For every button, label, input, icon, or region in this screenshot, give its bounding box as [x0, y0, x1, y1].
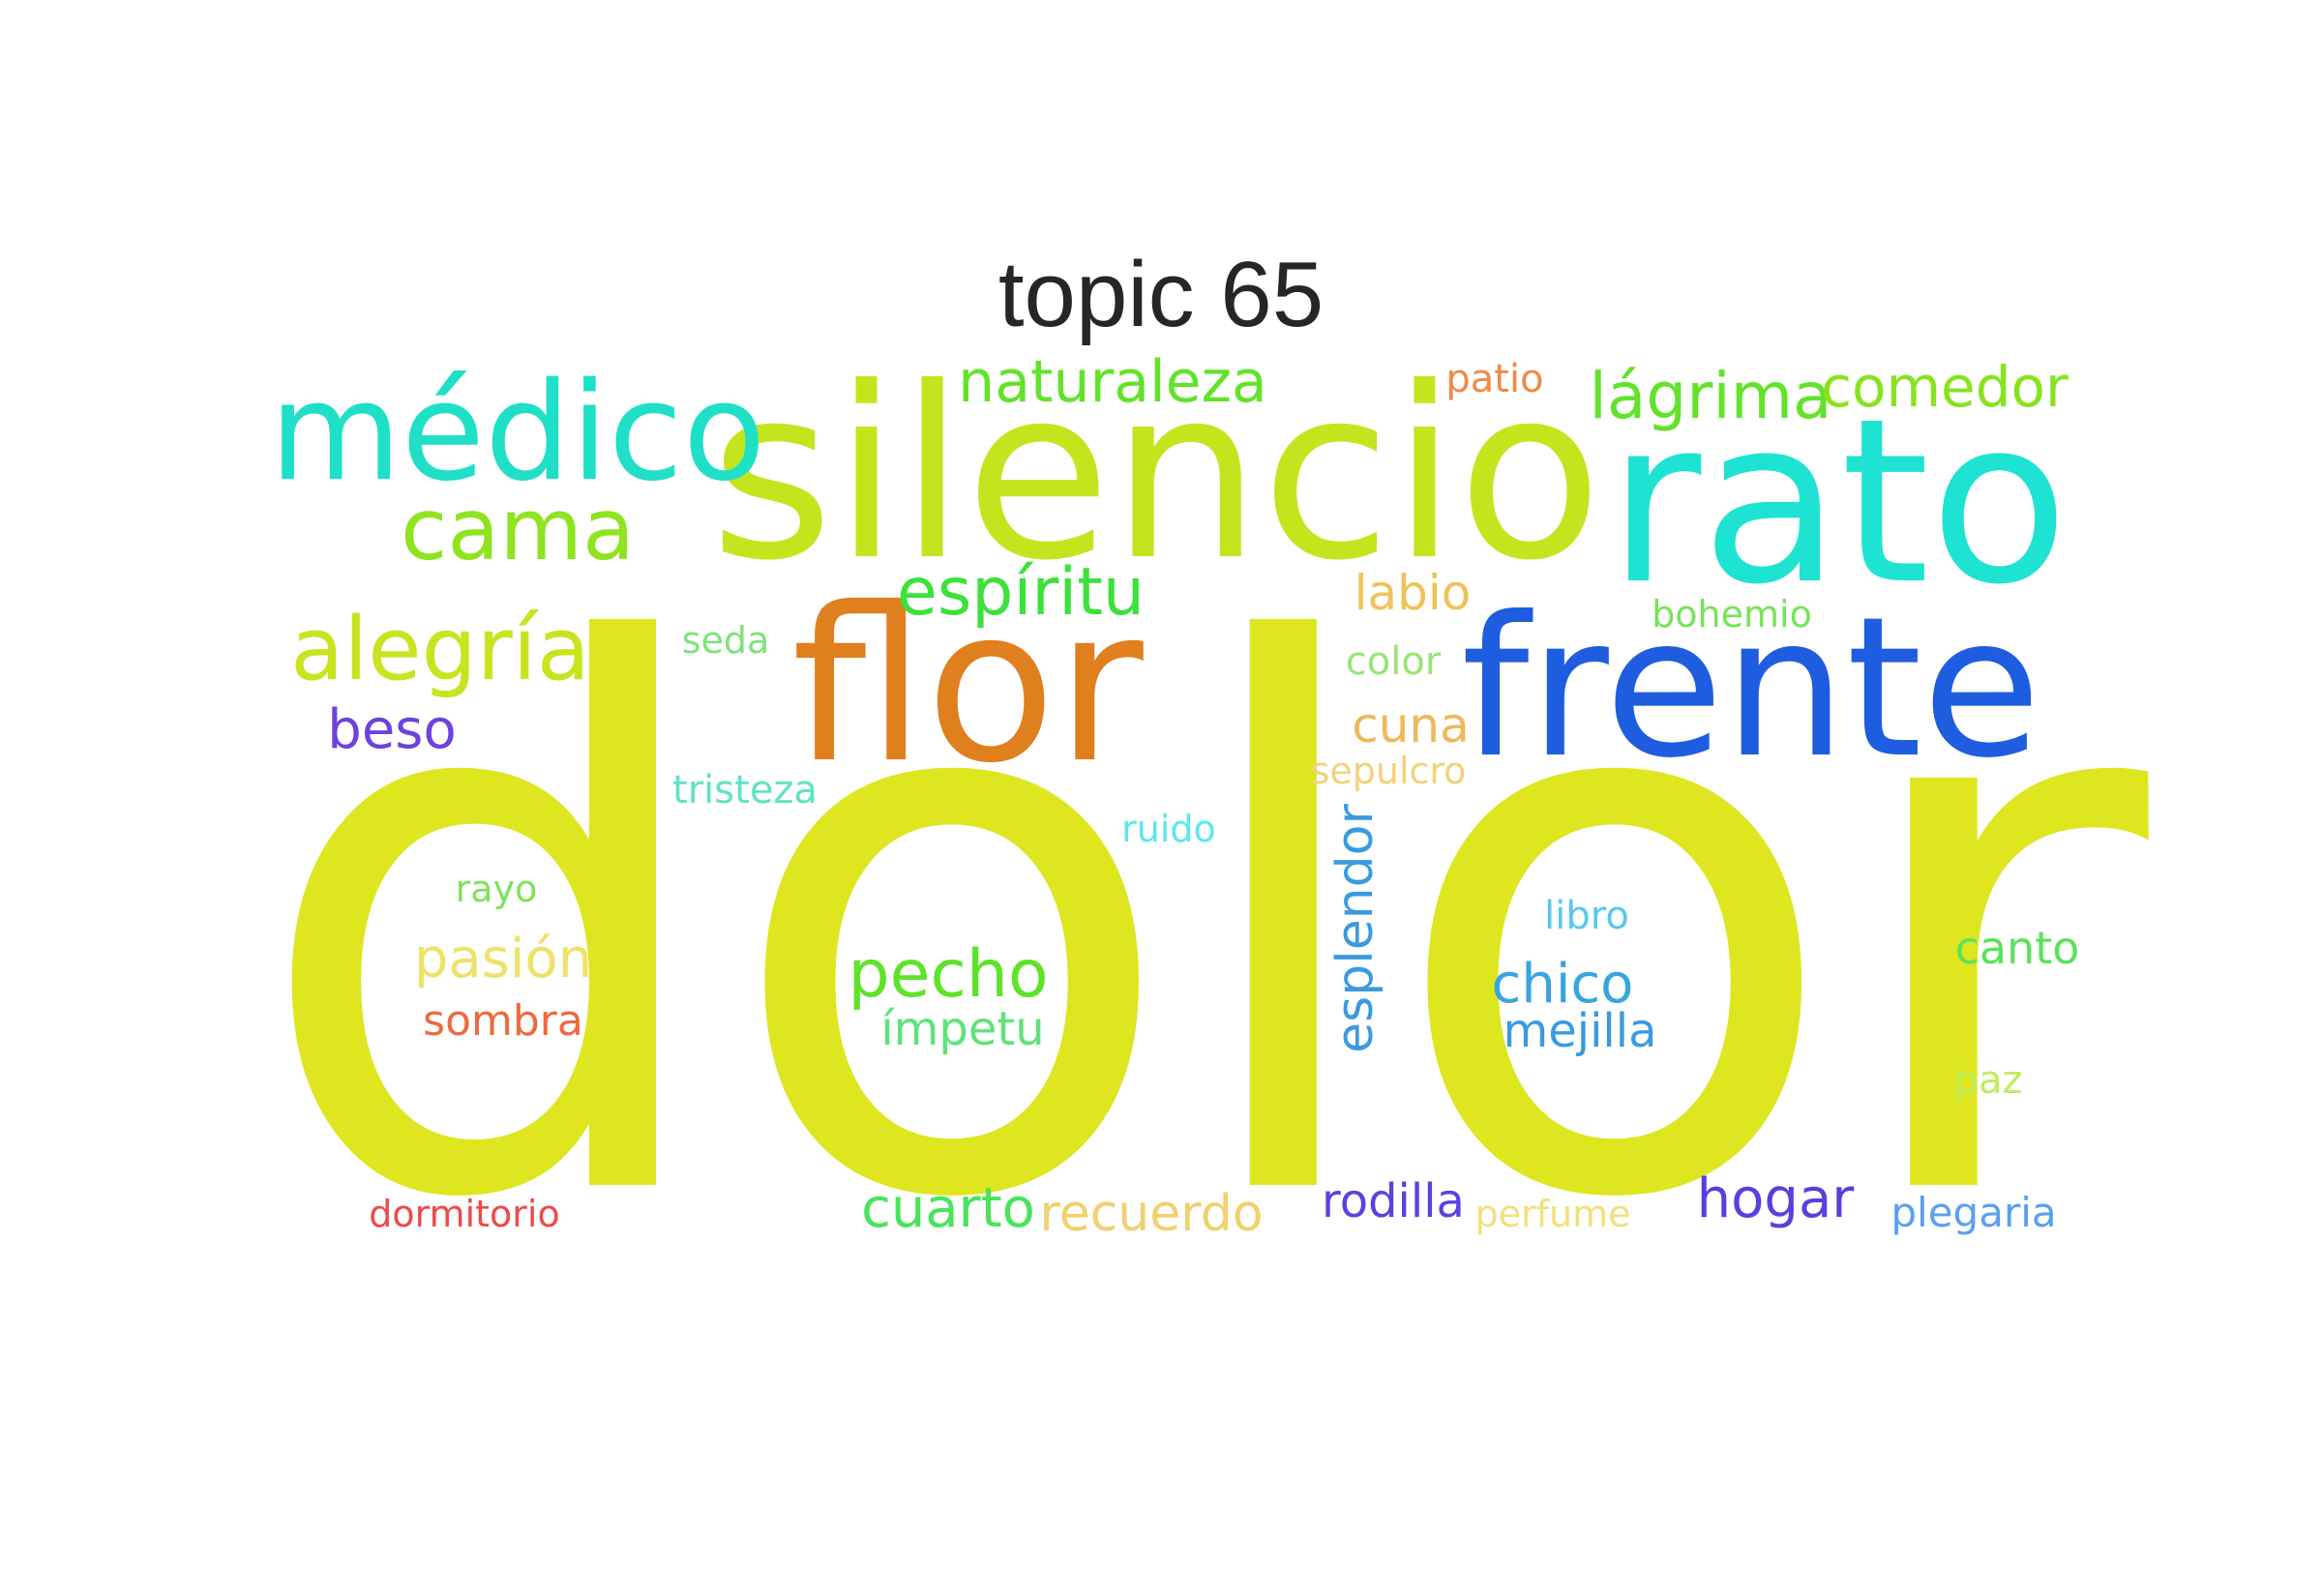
word-chico: chico — [1492, 953, 1634, 1016]
word-dormitorio: dormitorio — [369, 1193, 559, 1235]
word-rato: rato — [1608, 370, 2069, 635]
word-sombra: sombra — [423, 996, 583, 1046]
word-silencio: silencio — [710, 337, 1602, 612]
word-tristeza: tristeza — [672, 768, 818, 813]
word-frente: frente — [1461, 576, 2041, 801]
word-plegaria: plegaria — [1890, 1189, 2056, 1236]
word-bohemio: bohemio — [1652, 593, 1812, 635]
word-rayo: rayo — [456, 868, 538, 910]
word-alegría: alegría — [290, 599, 590, 700]
word-recuerdo: recuerdo — [1039, 1185, 1263, 1243]
word-ruido: ruido — [1121, 808, 1216, 850]
word-canto: canto — [1955, 922, 2080, 974]
word-patio: patio — [1445, 357, 1543, 401]
word-pecho: pecho — [848, 936, 1048, 1013]
word-seda: seda — [682, 619, 770, 662]
word-rodilla: rodilla — [1322, 1174, 1465, 1228]
word-mejilla: mejilla — [1503, 1004, 1656, 1058]
word-cuarto: cuarto — [861, 1177, 1035, 1240]
word-lágrima: lágrima — [1590, 359, 1832, 433]
word-sepulcro: sepulcro — [1311, 750, 1467, 792]
word-pasión: pasión — [414, 928, 592, 990]
word-flor: flor — [791, 562, 1144, 810]
word-hogar: hogar — [1697, 1167, 1856, 1230]
word-labio: labio — [1354, 565, 1472, 621]
word-perfume: perfume — [1475, 1193, 1631, 1235]
word-color: color — [1346, 639, 1442, 684]
word-dolor: dolor — [251, 493, 2157, 1361]
word-beso: beso — [327, 698, 456, 761]
word-ímpetu: ímpetu — [880, 1002, 1044, 1056]
word-comedor: comedor — [1821, 354, 2069, 420]
word-cuna: cuna — [1352, 697, 1470, 754]
word-cama: cama — [401, 480, 635, 579]
word-libro: libro — [1544, 894, 1629, 938]
word-naturaleza: naturaleza — [958, 348, 1267, 416]
word-esplendor: esplendor — [1326, 804, 1384, 1053]
word-médico: médico — [270, 354, 766, 512]
chart-title: topic 65 — [997, 243, 1325, 346]
word-paz: paz — [1954, 1058, 2023, 1103]
word-espíritu: espíritu — [897, 554, 1145, 631]
